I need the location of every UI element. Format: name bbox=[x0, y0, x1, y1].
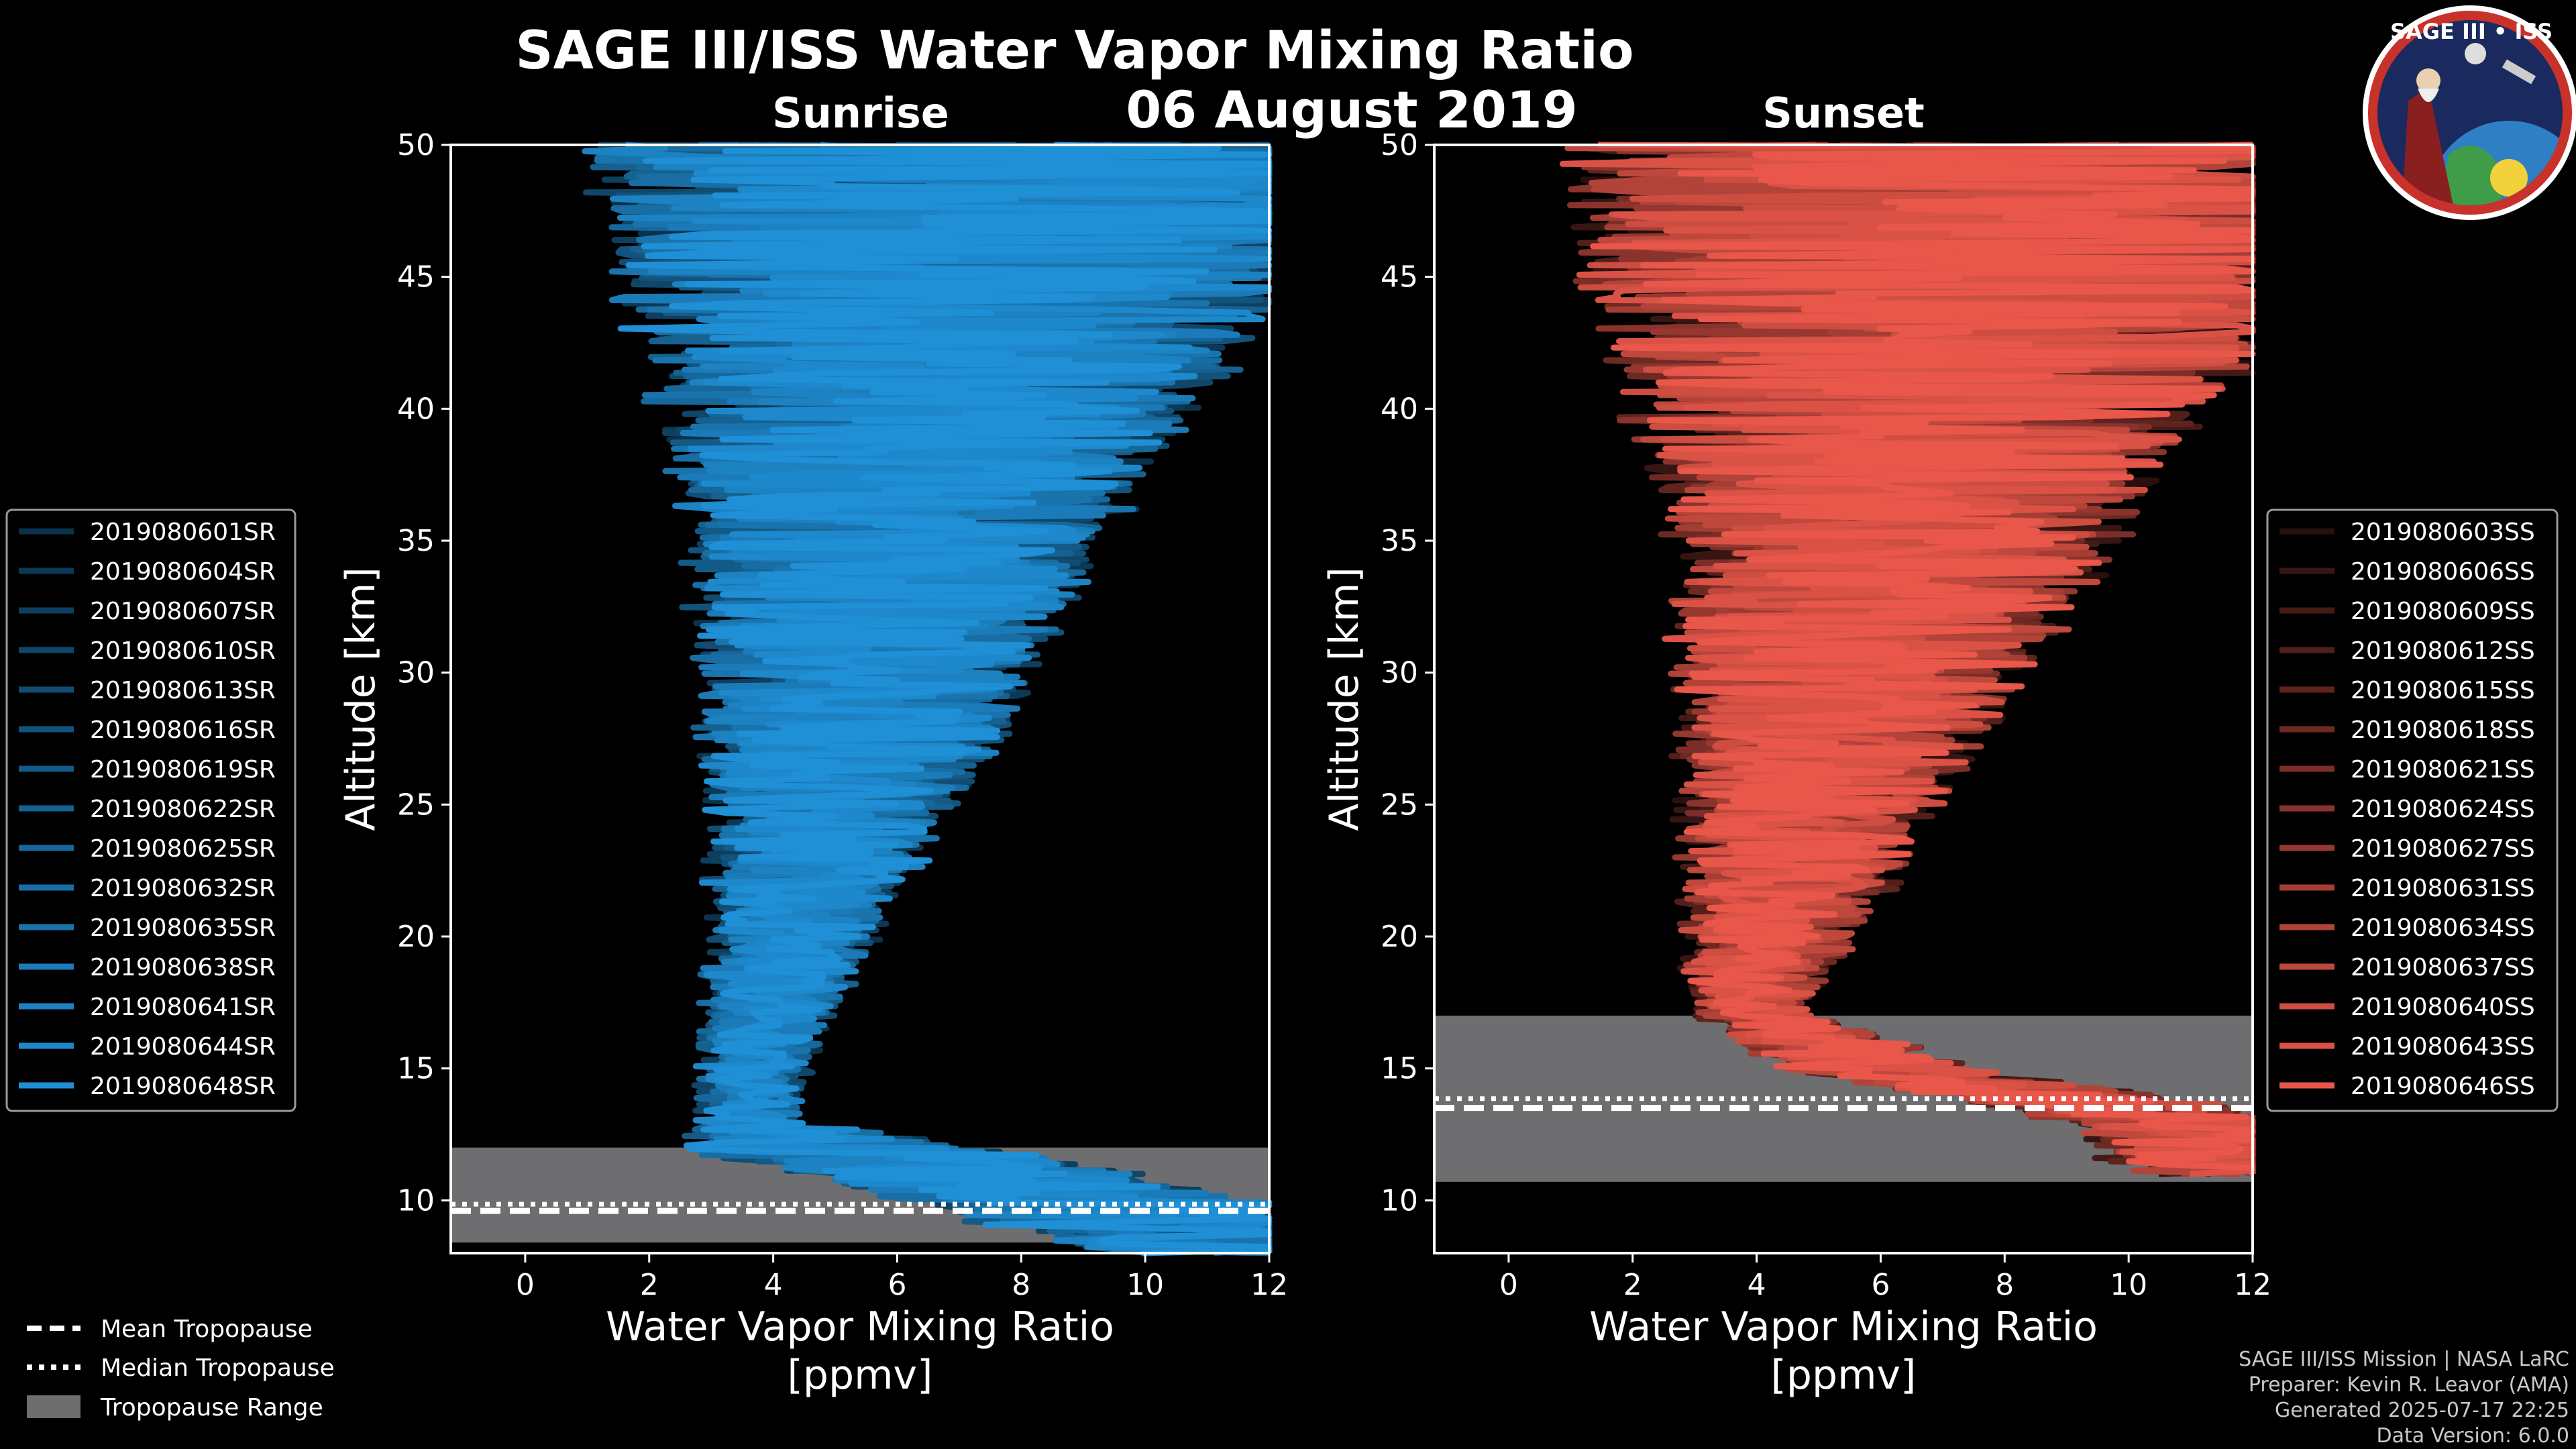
ss-legend-label: 2019080634SS bbox=[2351, 914, 2535, 942]
sr-legend-label: 2019080604SR bbox=[90, 558, 276, 586]
median-tropopause-label: Median Tropopause bbox=[101, 1354, 335, 1382]
sr-xtick-label: 12 bbox=[1250, 1268, 1288, 1302]
sunrise-xlabel-line1: Water Vapor Mixing Ratio bbox=[606, 1303, 1114, 1350]
sunrise-legend: 2019080601SR 2019080604SR 2019080607SR 2019… bbox=[5, 508, 297, 1112]
sr-ytick-label: 15 bbox=[397, 1052, 435, 1086]
ss-legend-label: 2019080637SS bbox=[2351, 954, 2535, 981]
sr-legend-label: 2019080622SR bbox=[90, 796, 276, 823]
ss-legend-label: 2019080627SS bbox=[2351, 835, 2535, 863]
sr-xtick-label: 8 bbox=[1012, 1268, 1030, 1302]
sunset-xlabel-line2: [ppmv] bbox=[1771, 1352, 1917, 1399]
sr-legend-label: 2019080638SR bbox=[90, 954, 276, 981]
ss-ytick-label: 20 bbox=[1381, 920, 1418, 954]
mission-patch-logo: SAGE III • ISS bbox=[2363, 5, 2576, 220]
mean-tropopause-label: Mean Tropopause bbox=[101, 1316, 313, 1343]
footer-line: SAGE III/ISS Mission | NASA LaRC bbox=[2239, 1348, 2569, 1371]
sr-legend-label: 2019080613SR bbox=[90, 677, 276, 704]
sunset-legend: 2019080603SS 2019080606SS 2019080609SS 2019… bbox=[2266, 508, 2559, 1112]
ss-legend-label: 2019080621SS bbox=[2351, 756, 2535, 784]
sunrise-ylabel: Altitude [km] bbox=[337, 567, 384, 831]
footer-line: Data Version: 6.0.0 bbox=[2377, 1424, 2569, 1448]
sunset-panel: 0 2 4 6 8 10 12 10 15 20 25 30 35 40 45 50 Altitude [km… bbox=[1321, 128, 2271, 1399]
date-title: 06 August 2019 bbox=[1126, 80, 1577, 140]
tropopause-legend: Mean Tropopause Median Tropopause Tropop… bbox=[27, 1316, 335, 1421]
sr-legend-label: 2019080616SR bbox=[90, 716, 276, 744]
sr-legend-label: 2019080610SR bbox=[90, 637, 276, 665]
sr-legend-label: 2019080619SR bbox=[90, 756, 276, 784]
sunset-ticks: 0 2 4 6 8 10 12 10 15 20 25 30 35 40 45 50 bbox=[1381, 128, 2271, 1302]
sr-xtick-label: 4 bbox=[764, 1268, 783, 1302]
ss-xtick-label: 2 bbox=[1623, 1268, 1642, 1302]
ss-legend-label: 2019080640SS bbox=[2351, 994, 2535, 1021]
sr-legend-label: 2019080632SR bbox=[90, 875, 276, 902]
ss-xtick-label: 10 bbox=[2110, 1268, 2147, 1302]
sr-ytick-label: 20 bbox=[397, 920, 435, 954]
sr-xtick-label: 0 bbox=[516, 1268, 535, 1302]
sr-ytick-label: 40 bbox=[397, 392, 435, 426]
sr-legend-label: 2019080625SR bbox=[90, 835, 276, 863]
ss-legend-label: 2019080643SS bbox=[2351, 1033, 2535, 1061]
sr-xtick-label: 10 bbox=[1126, 1268, 1164, 1302]
ss-ytick-label: 15 bbox=[1381, 1052, 1418, 1086]
ss-ytick-label: 50 bbox=[1381, 128, 1418, 162]
ss-profile-2019080646SS bbox=[1590, 142, 2256, 1174]
ss-legend-label: 2019080612SS bbox=[2351, 637, 2535, 665]
ss-legend-label: 2019080624SS bbox=[2351, 796, 2535, 823]
sunrise-xlabel-line2: [ppmv] bbox=[788, 1352, 933, 1399]
sr-ytick-label: 50 bbox=[397, 128, 435, 162]
sr-profile-2019080648SR bbox=[617, 142, 1273, 1256]
sr-legend-label: 2019080601SR bbox=[90, 519, 276, 546]
sunset-axes-frame bbox=[1433, 144, 2254, 1254]
sr-legend-label: 2019080644SR bbox=[90, 1033, 276, 1061]
ss-xtick-label: 12 bbox=[2234, 1268, 2271, 1302]
main-title: SAGE III/ISS Water Vapor Mixing Ratio bbox=[515, 21, 1633, 81]
ss-ytick-label: 35 bbox=[1381, 524, 1418, 558]
tropopause-range-swatch bbox=[27, 1395, 80, 1418]
sunrise-profiles bbox=[582, 142, 1273, 1256]
sunset-profiles bbox=[1559, 142, 2256, 1177]
ss-ytick-label: 10 bbox=[1381, 1183, 1418, 1218]
footer-line: Generated 2025-07-17 22:25 bbox=[2275, 1399, 2569, 1422]
sunset-tropopause-lines bbox=[1434, 1096, 2253, 1112]
ss-legend-label: 2019080603SS bbox=[2351, 519, 2535, 546]
sunrise-panel: 0 2 4 6 8 10 12 10 15 20 25 30 35 40 45 50 Altitude [km… bbox=[337, 128, 1288, 1399]
tropopause-range-label: Tropopause Range bbox=[100, 1394, 323, 1421]
sunrise-title: Sunrise bbox=[772, 89, 949, 138]
ss-legend-label: 2019080646SS bbox=[2351, 1073, 2535, 1100]
sr-ytick-label: 35 bbox=[397, 524, 435, 558]
ss-ytick-label: 40 bbox=[1381, 392, 1418, 426]
logo-title: SAGE III • ISS bbox=[2390, 19, 2553, 44]
ss-xtick-label: 8 bbox=[1995, 1268, 2014, 1302]
sr-legend-label: 2019080635SR bbox=[90, 914, 276, 942]
ss-legend-label: 2019080618SS bbox=[2351, 716, 2535, 744]
footer: SAGE III/ISS Mission | NASA LaRC Prepare… bbox=[2239, 1348, 2569, 1448]
sr-ytick-label: 10 bbox=[397, 1183, 435, 1218]
sunrise-tropopause-lines bbox=[451, 1201, 1269, 1214]
sunset-title: Sunset bbox=[1762, 89, 1925, 138]
ss-xtick-label: 4 bbox=[1748, 1268, 1766, 1302]
ss-ytick-label: 45 bbox=[1381, 260, 1418, 294]
sunrise-ticks: 0 2 4 6 8 10 12 10 15 20 25 30 35 40 45 50 bbox=[397, 128, 1288, 1302]
ss-ytick-label: 30 bbox=[1381, 656, 1418, 690]
ss-legend-label: 2019080609SS bbox=[2351, 598, 2535, 625]
ss-legend-label: 2019080606SS bbox=[2351, 558, 2535, 586]
ss-legend-label: 2019080631SS bbox=[2351, 875, 2535, 902]
ss-ytick-label: 25 bbox=[1381, 788, 1418, 822]
ss-legend-label: 2019080615SS bbox=[2351, 677, 2535, 704]
ss-xtick-label: 6 bbox=[1871, 1268, 1890, 1302]
sr-legend-label: 2019080641SR bbox=[90, 994, 276, 1021]
sr-xtick-label: 2 bbox=[640, 1268, 659, 1302]
sunrise-axes-frame bbox=[449, 144, 1271, 1254]
sr-ytick-label: 45 bbox=[397, 260, 435, 294]
sr-xtick-label: 6 bbox=[888, 1268, 906, 1302]
footer-line: Preparer: Kevin R. Leavor (AMA) bbox=[2249, 1373, 2569, 1397]
sunset-xlabel-line1: Water Vapor Mixing Ratio bbox=[1589, 1303, 2098, 1350]
sr-legend-label: 2019080607SR bbox=[90, 598, 276, 625]
sr-ytick-label: 30 bbox=[397, 656, 435, 690]
ss-xtick-label: 0 bbox=[1499, 1268, 1518, 1302]
sr-ytick-label: 25 bbox=[397, 788, 435, 822]
sunset-ylabel: Altitude [km] bbox=[1321, 567, 1368, 831]
sr-legend-label: 2019080648SR bbox=[90, 1073, 276, 1100]
